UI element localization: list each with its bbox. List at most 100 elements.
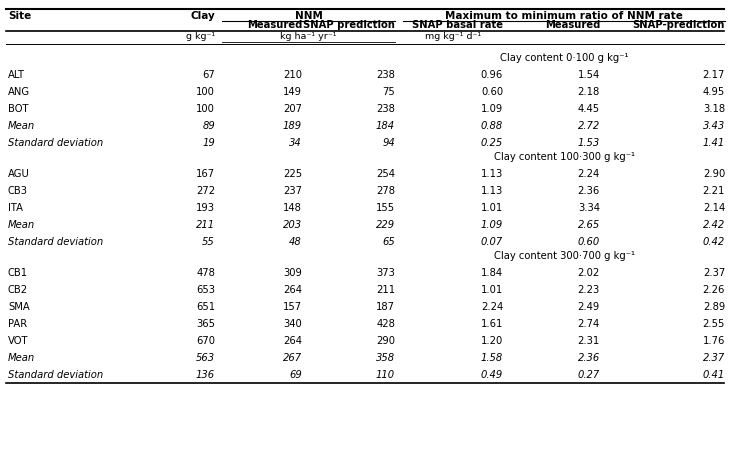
Text: 1.58: 1.58 [481,353,503,363]
Text: VOT: VOT [8,336,28,346]
Text: 2.36: 2.36 [577,353,600,363]
Text: 2.65: 2.65 [577,220,600,230]
Text: CB3: CB3 [8,186,28,196]
Text: 478: 478 [196,268,215,278]
Text: 653: 653 [196,285,215,295]
Text: ANG: ANG [8,87,30,97]
Text: Mean: Mean [8,220,35,230]
Text: 1.13: 1.13 [481,169,503,179]
Text: 264: 264 [283,285,302,295]
Text: 189: 189 [283,121,302,131]
Text: 100: 100 [196,87,215,97]
Text: Clay: Clay [191,11,215,21]
Text: 2.89: 2.89 [703,302,725,312]
Text: 225: 225 [283,169,302,179]
Text: Measured: Measured [247,20,302,30]
Text: 4.45: 4.45 [578,104,600,114]
Text: 184: 184 [376,121,395,131]
Text: 19: 19 [202,138,215,148]
Text: PAR: PAR [8,319,27,329]
Text: 2.55: 2.55 [702,319,725,329]
Text: 2.24: 2.24 [481,302,503,312]
Text: 2.90: 2.90 [703,169,725,179]
Text: 3.18: 3.18 [703,104,725,114]
Text: Clay content 0·100 g kg⁻¹: Clay content 0·100 g kg⁻¹ [500,53,629,63]
Text: 94: 94 [383,138,395,148]
Text: 290: 290 [376,336,395,346]
Text: Standard deviation: Standard deviation [8,370,103,380]
Text: BOT: BOT [8,104,28,114]
Text: Mean: Mean [8,353,35,363]
Text: Maximum to minimum ratio of NNM rate: Maximum to minimum ratio of NNM rate [445,11,683,21]
Text: 48: 48 [289,237,302,247]
Text: kg ha⁻¹ yr⁻¹: kg ha⁻¹ yr⁻¹ [280,33,337,41]
Text: 1.53: 1.53 [577,138,600,148]
Text: 155: 155 [376,203,395,213]
Text: 75: 75 [383,87,395,97]
Text: 1.01: 1.01 [481,285,503,295]
Text: 2.14: 2.14 [703,203,725,213]
Text: 55: 55 [202,237,215,247]
Text: Site: Site [8,11,31,21]
Text: 2.23: 2.23 [577,285,600,295]
Text: 100: 100 [196,104,215,114]
Text: 157: 157 [283,302,302,312]
Text: 238: 238 [376,70,395,80]
Text: 203: 203 [283,220,302,230]
Text: 428: 428 [376,319,395,329]
Text: 2.26: 2.26 [702,285,725,295]
Text: 1.09: 1.09 [481,104,503,114]
Text: 2.37: 2.37 [703,268,725,278]
Text: AGU: AGU [8,169,30,179]
Text: 2.17: 2.17 [702,70,725,80]
Text: 1.41: 1.41 [703,138,725,148]
Text: 238: 238 [376,104,395,114]
Text: 563: 563 [196,353,215,363]
Text: 1.09: 1.09 [481,220,503,230]
Text: 1.61: 1.61 [480,319,503,329]
Text: SNAP prediction: SNAP prediction [303,20,395,30]
Text: 0.96: 0.96 [481,70,503,80]
Text: Clay content 300·700 g kg⁻¹: Clay content 300·700 g kg⁻¹ [493,251,634,261]
Text: Measured: Measured [545,20,600,30]
Text: 3.43: 3.43 [703,121,725,131]
Text: 2.72: 2.72 [577,121,600,131]
Text: 2.18: 2.18 [577,87,600,97]
Text: 2.21: 2.21 [702,186,725,196]
Text: 0.27: 0.27 [577,370,600,380]
Text: 2.49: 2.49 [577,302,600,312]
Text: SNAP basal rate: SNAP basal rate [412,20,503,30]
Text: 2.37: 2.37 [703,353,725,363]
Text: 34: 34 [289,138,302,148]
Text: 4.95: 4.95 [703,87,725,97]
Text: 229: 229 [376,220,395,230]
Text: 136: 136 [196,370,215,380]
Text: 373: 373 [376,268,395,278]
Text: 110: 110 [376,370,395,380]
Text: 2.02: 2.02 [577,268,600,278]
Text: 1.54: 1.54 [577,70,600,80]
Text: g kg⁻¹: g kg⁻¹ [185,33,215,41]
Text: 358: 358 [376,353,395,363]
Text: SMA: SMA [8,302,30,312]
Text: 89: 89 [202,121,215,131]
Text: 2.24: 2.24 [577,169,600,179]
Text: 211: 211 [376,285,395,295]
Text: CB2: CB2 [8,285,28,295]
Text: 1.01: 1.01 [481,203,503,213]
Text: 237: 237 [283,186,302,196]
Text: NNM: NNM [295,11,323,21]
Text: 187: 187 [376,302,395,312]
Text: 65: 65 [383,237,395,247]
Text: ITA: ITA [8,203,23,213]
Text: 193: 193 [196,203,215,213]
Text: 340: 340 [283,319,302,329]
Text: 278: 278 [376,186,395,196]
Text: mg kg⁻¹ d⁻¹: mg kg⁻¹ d⁻¹ [425,33,481,41]
Text: 0.60: 0.60 [481,87,503,97]
Text: 1.20: 1.20 [481,336,503,346]
Text: 264: 264 [283,336,302,346]
Text: 2.36: 2.36 [577,186,600,196]
Text: 0.41: 0.41 [703,370,725,380]
Text: 0.60: 0.60 [577,237,600,247]
